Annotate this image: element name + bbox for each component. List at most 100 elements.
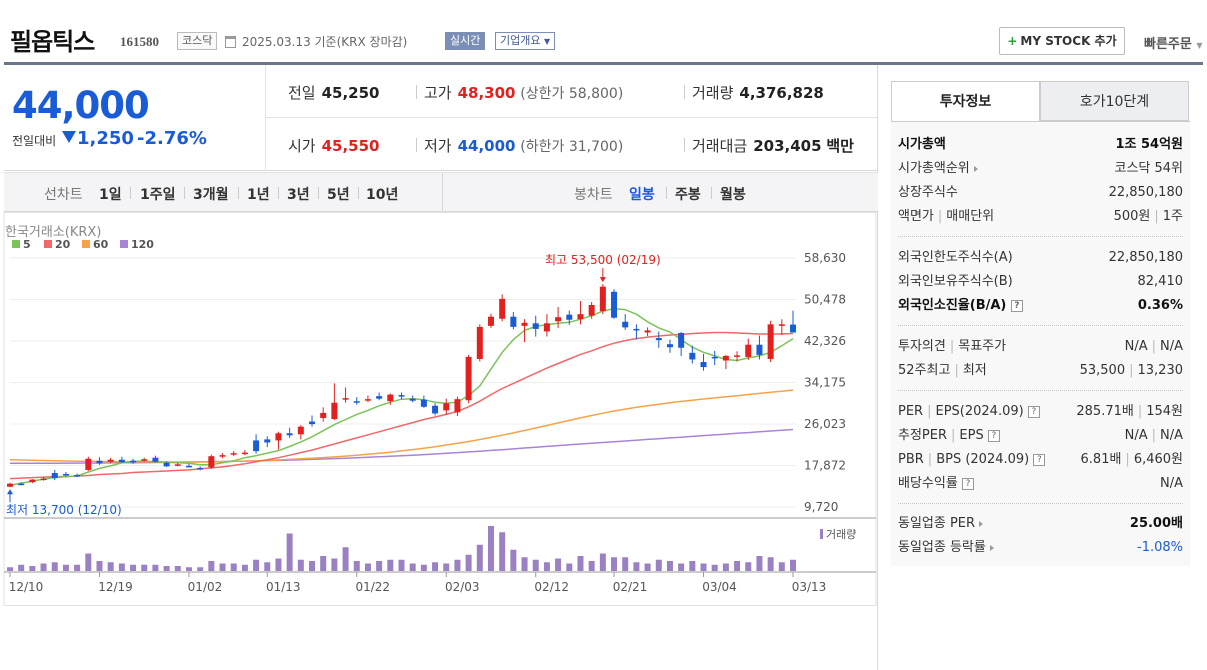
help-icon[interactable]: ? bbox=[961, 477, 974, 490]
volume-bar bbox=[588, 561, 595, 571]
volume-bar bbox=[622, 557, 629, 571]
est-per-row: 추정PER | EPS ? N/A | N/A bbox=[898, 426, 1183, 446]
tab-weekly[interactable]: 주봉 bbox=[675, 187, 701, 203]
candle-body bbox=[577, 314, 584, 320]
industry-per-row[interactable]: 동일업종 PER 25.00배 bbox=[898, 514, 1183, 534]
week52-high-amount: 53,500 bbox=[1079, 363, 1126, 378]
help-icon[interactable]: ? bbox=[1010, 299, 1023, 312]
tab-group-divider bbox=[442, 173, 443, 212]
candle-body bbox=[566, 314, 573, 320]
side-tabs: 투자정보 호가10단계 bbox=[891, 81, 1189, 121]
candle-body bbox=[790, 324, 796, 333]
tab-5y[interactable]: 5년 bbox=[327, 187, 350, 203]
volume-bar bbox=[655, 559, 662, 571]
candle-body bbox=[40, 478, 47, 481]
industry-per-value: 25.00배 bbox=[1129, 516, 1183, 531]
change-percent: -2.76% bbox=[137, 128, 207, 149]
tab-separator bbox=[358, 187, 359, 199]
candle-body bbox=[745, 344, 752, 357]
y-tick-label: 26,023 bbox=[804, 417, 846, 431]
ma-5-line bbox=[9, 307, 794, 486]
tab-3y[interactable]: 3년 bbox=[287, 187, 310, 203]
volume-bar bbox=[432, 562, 439, 571]
candlestick-chart[interactable]: 58,630 50,478 42,326 34,175 26,023 17,872 9,72… bbox=[0, 212, 877, 670]
high: 고가 48,300 (상한가 58,800) bbox=[424, 82, 623, 103]
volume-bar bbox=[51, 562, 58, 571]
amount-label: 거래대금 bbox=[692, 137, 748, 155]
tab-monthly[interactable]: 월봉 bbox=[720, 187, 746, 203]
help-icon[interactable]: ? bbox=[1027, 405, 1040, 418]
volume-label: 거래량 bbox=[826, 528, 856, 541]
separator: | bbox=[1151, 428, 1156, 443]
tab-1w[interactable]: 1주일 bbox=[140, 187, 176, 203]
tab-orderbook-10[interactable]: 호가10단계 bbox=[1040, 81, 1189, 121]
volume-bar bbox=[141, 564, 148, 571]
tab-1y[interactable]: 1년 bbox=[247, 187, 270, 203]
volume-bar bbox=[163, 566, 170, 571]
y-tick-label: 9,720 bbox=[804, 500, 838, 514]
add-mystock-button[interactable]: + MY STOCK 추가 bbox=[999, 27, 1125, 55]
dividend-text: 배당수익률 bbox=[898, 476, 958, 491]
foreign-hold-value: 82,410 bbox=[1137, 274, 1184, 289]
volume-bar bbox=[790, 559, 796, 571]
volume-bar bbox=[174, 566, 181, 571]
dividend-value: N/A bbox=[1160, 476, 1183, 491]
legend-label: 120 bbox=[131, 238, 154, 251]
quick-order-dropdown[interactable]: 빠른주문 ▼ bbox=[1144, 33, 1203, 52]
tab-3m[interactable]: 3개월 bbox=[193, 187, 229, 203]
open-value: 45,550 bbox=[321, 137, 380, 155]
help-icon[interactable]: ? bbox=[1033, 453, 1046, 466]
tab-10y[interactable]: 10년 bbox=[366, 187, 399, 203]
separator: | bbox=[949, 339, 955, 354]
lower-limit: (하한가 31,700) bbox=[520, 139, 624, 155]
ma-120-line bbox=[10, 428, 794, 465]
face-value-amount: 500원 bbox=[1113, 209, 1151, 224]
candle-body bbox=[331, 402, 338, 420]
volume-bar bbox=[566, 563, 573, 571]
high-label: 고가 bbox=[424, 84, 452, 102]
volume-bar bbox=[734, 561, 741, 571]
industry-change-value: -1.08% bbox=[1137, 540, 1183, 555]
opinion-amount: N/A bbox=[1124, 339, 1148, 354]
candle-body bbox=[543, 323, 550, 332]
est-eps-text: EPS bbox=[959, 428, 984, 443]
help-icon[interactable]: ? bbox=[987, 429, 1000, 442]
divider bbox=[416, 85, 417, 99]
separator: | bbox=[1129, 363, 1134, 378]
quote-row-1: 전일 45,250 고가 48,300 (상한가 58,800) 거래량 4,376,… bbox=[266, 65, 878, 118]
candle-body bbox=[588, 304, 595, 316]
chevron-right-icon bbox=[973, 165, 978, 172]
candle-body bbox=[756, 344, 763, 355]
volume-bar bbox=[331, 558, 338, 571]
tab-separator bbox=[711, 187, 712, 199]
realtime-button[interactable]: 실시간 bbox=[445, 32, 486, 50]
est-per-value: N/A | N/A bbox=[1125, 426, 1183, 446]
tab-daily[interactable]: 일봉 bbox=[629, 187, 655, 203]
candle-body bbox=[353, 401, 360, 403]
right-column-divider bbox=[877, 65, 878, 670]
candle-body bbox=[230, 453, 237, 455]
separator: | bbox=[951, 428, 956, 443]
target-price-text: 목표주가 bbox=[958, 339, 1007, 354]
amount-unit: 백만 bbox=[826, 137, 854, 155]
candle-body bbox=[118, 459, 125, 463]
volume-legend-swatch bbox=[820, 529, 823, 539]
market-cap-rank-value: 코스닥 54위 bbox=[1114, 161, 1183, 176]
tab-1d[interactable]: 1일 bbox=[99, 187, 122, 203]
volume-bar bbox=[711, 564, 718, 571]
legend-swatch bbox=[82, 240, 90, 248]
candle-body bbox=[633, 328, 640, 331]
corp-overview-dropdown[interactable]: 기업개요 ▼ bbox=[495, 32, 556, 50]
tab-investment-info[interactable]: 투자정보 bbox=[891, 81, 1040, 121]
industry-change-row[interactable]: 동일업종 등락률 -1.08% bbox=[898, 538, 1183, 558]
candle-body bbox=[734, 355, 741, 357]
volume-bar bbox=[353, 561, 360, 571]
volume-bar bbox=[521, 557, 528, 571]
candle-body bbox=[555, 317, 562, 322]
foreign-ratio-label: 외국인소진율(B/A) ? bbox=[898, 296, 1023, 316]
volume-bar bbox=[275, 558, 282, 571]
candle-body bbox=[778, 324, 785, 326]
market-cap-rank-row[interactable]: 시가총액순위 코스닥 54위 bbox=[898, 159, 1183, 179]
volume-bar bbox=[745, 562, 752, 571]
est-per-text: 추정PER bbox=[898, 428, 948, 443]
